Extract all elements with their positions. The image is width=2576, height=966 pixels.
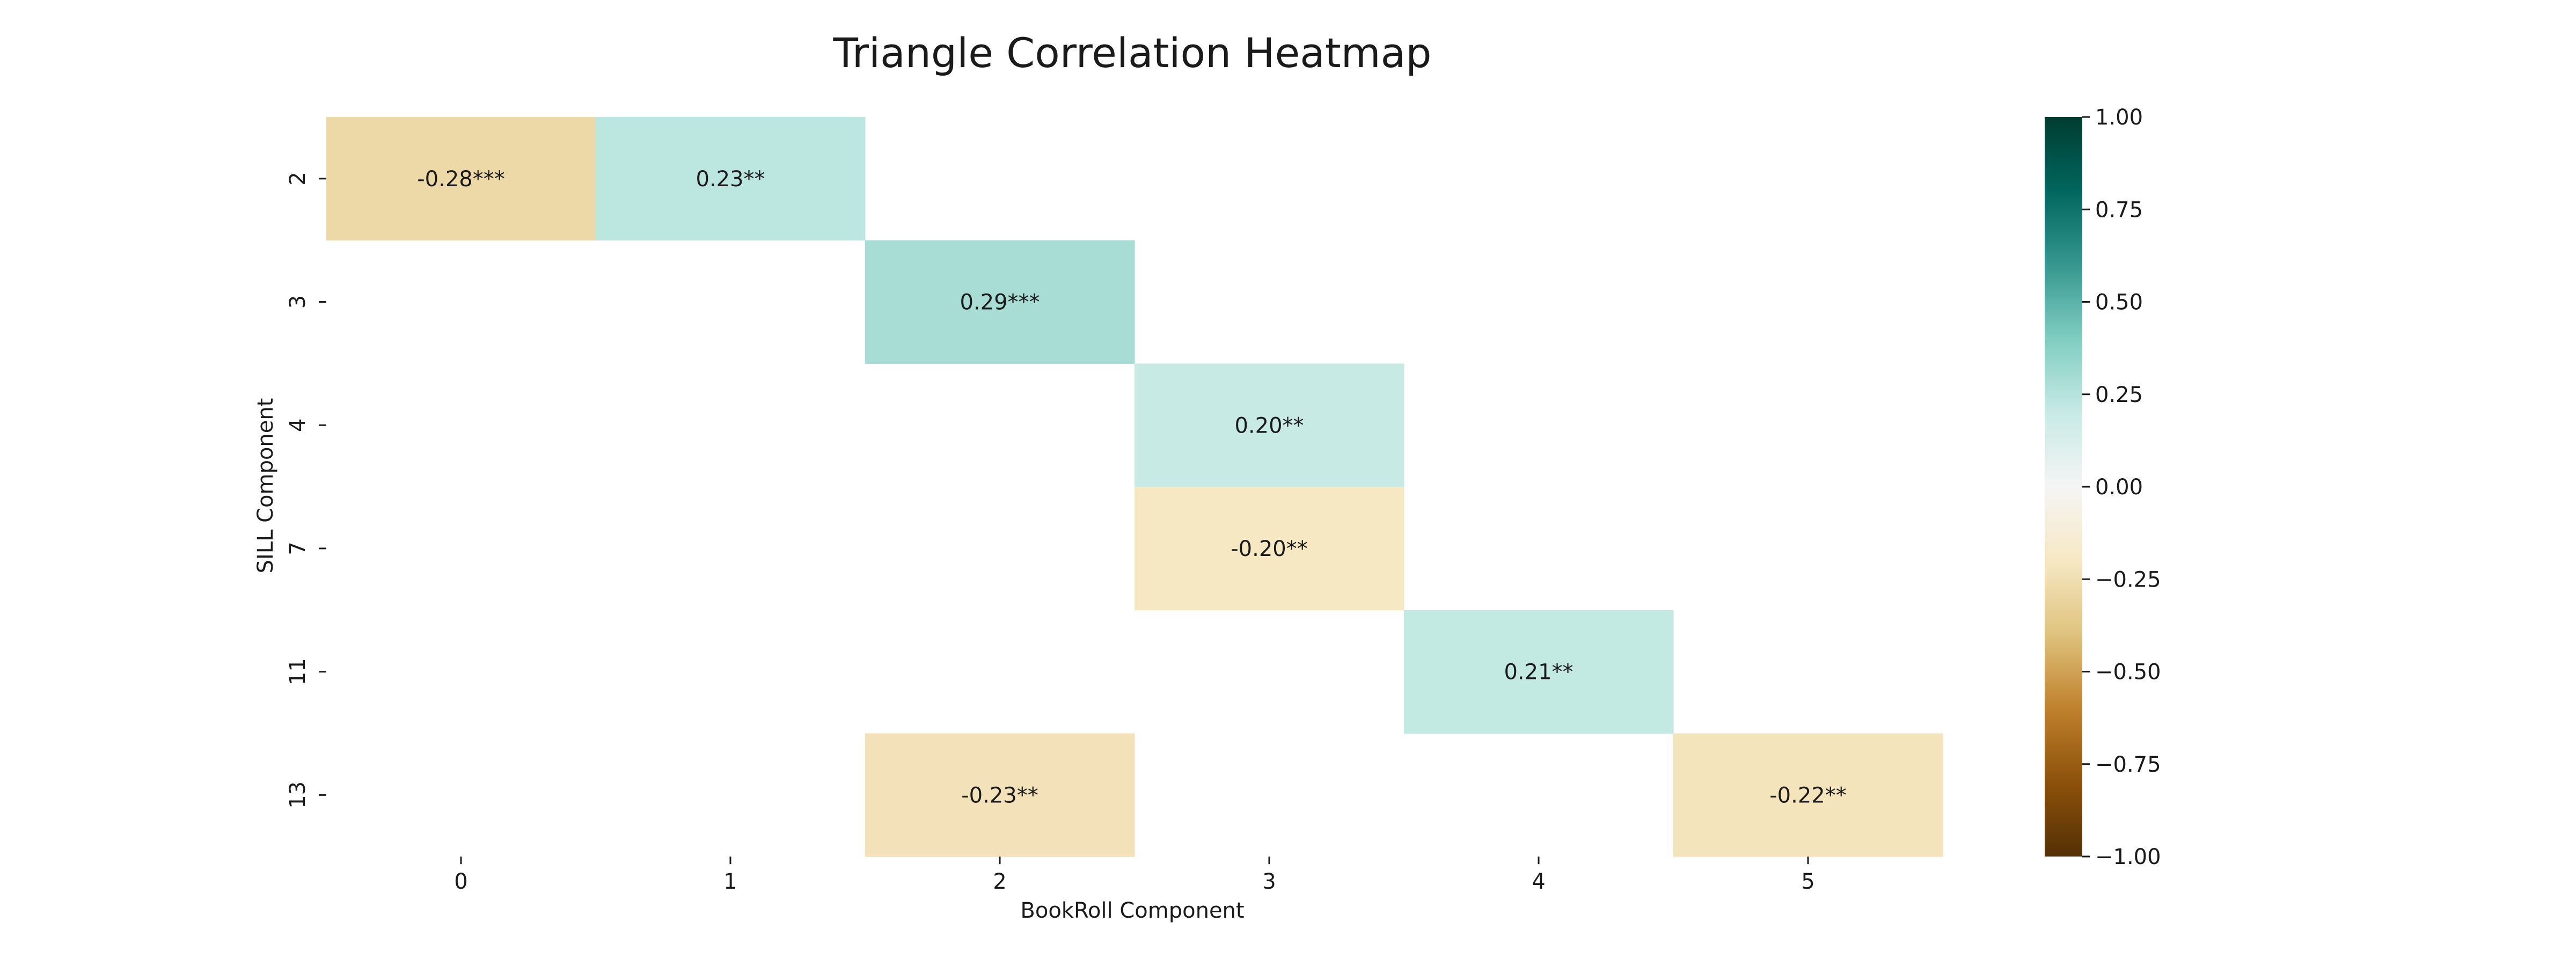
x-axis-label: BookRoll Component [1020,898,1244,923]
heatmap-cell [1404,610,1674,734]
colorbar-tick-label: −0.25 [2095,567,2161,592]
heatmap-cell [596,117,866,241]
colorbar [2045,117,2082,857]
x-tick-label: 1 [723,869,737,894]
cell-value-label: 0.29*** [960,290,1040,315]
colorbar-tick-label: −0.50 [2095,660,2161,685]
heatmap-cell [1673,733,1943,857]
y-axis: 2 3 4 7 11 13 [286,172,326,809]
cell-value-label: -0.28*** [417,167,505,192]
cell-value-label: 0.20** [1234,413,1304,438]
colorbar-tick-label: 0.75 [2095,197,2143,222]
x-tick-label: 2 [993,869,1006,894]
colorbar-tick-label: 0.00 [2095,475,2143,500]
colorbar-tick-label: −0.75 [2095,752,2161,777]
y-tick-label: 11 [286,658,310,685]
heatmap-cell [1135,363,1404,487]
y-tick-label: 13 [286,781,310,809]
x-axis: 0 1 2 3 4 5 [454,857,1815,894]
cell-value-label: 0.21** [1504,660,1573,685]
chart-title: Triangle Correlation Heatmap [833,29,1432,77]
x-tick-label: 3 [1262,869,1276,894]
y-tick-label: 2 [286,172,310,185]
y-tick-label: 3 [286,295,310,309]
cell-value-label: -0.23** [961,783,1038,808]
colorbar-tick-label: 0.50 [2095,290,2143,315]
heatmap-cell [326,117,596,241]
colorbar-ticks: 1.00 0.75 0.50 0.25 0.00 −0.25 −0.50 −0.75 −1.00 [2082,105,2161,869]
x-tick-label: 0 [454,869,467,894]
heatmap-cell [865,733,1135,857]
cell-value-label: -0.22** [1769,783,1847,808]
heatmap-cells [326,117,1943,857]
heatmap-cell [865,240,1135,364]
y-axis-label: SILL Component [253,398,278,574]
cell-value-label: 0.23** [696,167,765,192]
heatmap-cell-labels: -0.28*** 0.23** 0.29*** 0.20** -0.20** 0.21**… [417,167,1847,808]
colorbar-tick-label: 1.00 [2095,105,2143,130]
colorbar-tick-label: 0.25 [2095,383,2143,407]
x-tick-label: 4 [1532,869,1545,894]
y-tick-label: 4 [286,419,310,432]
x-tick-label: 5 [1801,869,1814,894]
heatmap-cell [1135,487,1404,611]
colorbar-tick-label: −1.00 [2095,845,2161,869]
y-tick-label: 7 [286,541,310,555]
cell-value-label: -0.20** [1231,537,1308,561]
